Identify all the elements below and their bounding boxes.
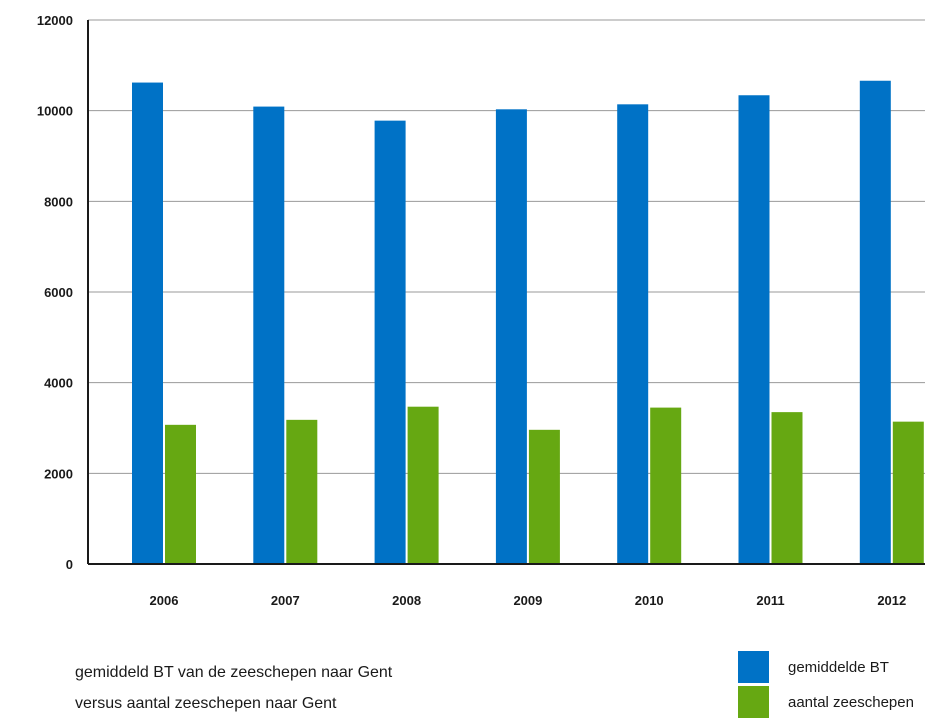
legend-label: aantal zeeschepen — [788, 693, 914, 711]
x-tick-label: 2006 — [150, 593, 179, 608]
bar-gemiddelde-bt — [859, 80, 891, 564]
y-tick-label: 2000 — [44, 466, 73, 481]
caption-line-2: versus aantal zeeschepen naar Gent — [75, 695, 337, 712]
bar-gemiddelde-bt — [374, 120, 406, 564]
bar-aantal-zeeschepen — [407, 406, 439, 564]
x-tick-label: 2007 — [271, 593, 300, 608]
legend-item-gemiddelde-bt: gemiddelde BT — [738, 651, 889, 683]
x-tick-label: 2009 — [513, 593, 542, 608]
y-tick-label: 6000 — [44, 285, 73, 300]
y-tick-label: 10000 — [37, 104, 73, 119]
x-tick-label: 2012 — [877, 593, 906, 608]
bar-gemiddelde-bt — [132, 82, 163, 564]
bar-gemiddelde-bt — [617, 104, 649, 564]
legend-swatch-blue — [738, 651, 769, 683]
bar-gemiddelde-bt — [253, 106, 285, 564]
legend-item-aantal-zeeschepen: aantal zeeschepen — [738, 686, 914, 718]
legend-label: gemiddelde BT — [788, 658, 889, 676]
bar-aantal-zeeschepen — [165, 424, 196, 564]
y-tick-label: 8000 — [44, 194, 73, 209]
x-tick-label: 2010 — [635, 593, 664, 608]
bar-gemiddelde-bt — [495, 109, 527, 564]
bar-aantal-zeeschepen — [286, 419, 318, 564]
legend-swatch-green — [738, 686, 769, 718]
y-axis-ticks: 0 2000 4000 6000 8000 10000 12000 — [37, 13, 73, 572]
y-tick-label: 12000 — [37, 13, 73, 28]
bar-aantal-zeeschepen — [771, 412, 803, 564]
bar-aantal-zeeschepen — [650, 407, 682, 564]
x-tick-label: 2008 — [392, 593, 421, 608]
y-tick-label: 4000 — [44, 376, 73, 391]
bars — [132, 80, 924, 565]
bar-aantal-zeeschepen — [892, 421, 924, 564]
bar-gemiddelde-bt — [738, 95, 770, 565]
x-tick-label: 2011 — [756, 593, 784, 608]
y-tick-label: 0 — [66, 557, 73, 572]
bar-aantal-zeeschepen — [528, 429, 560, 564]
caption-line-1: gemiddeld BT van de zeeschepen naar Gent — [75, 664, 393, 681]
x-axis-ticks: 2006 2007 2008 2009 2010 2011 2012 — [150, 593, 907, 608]
